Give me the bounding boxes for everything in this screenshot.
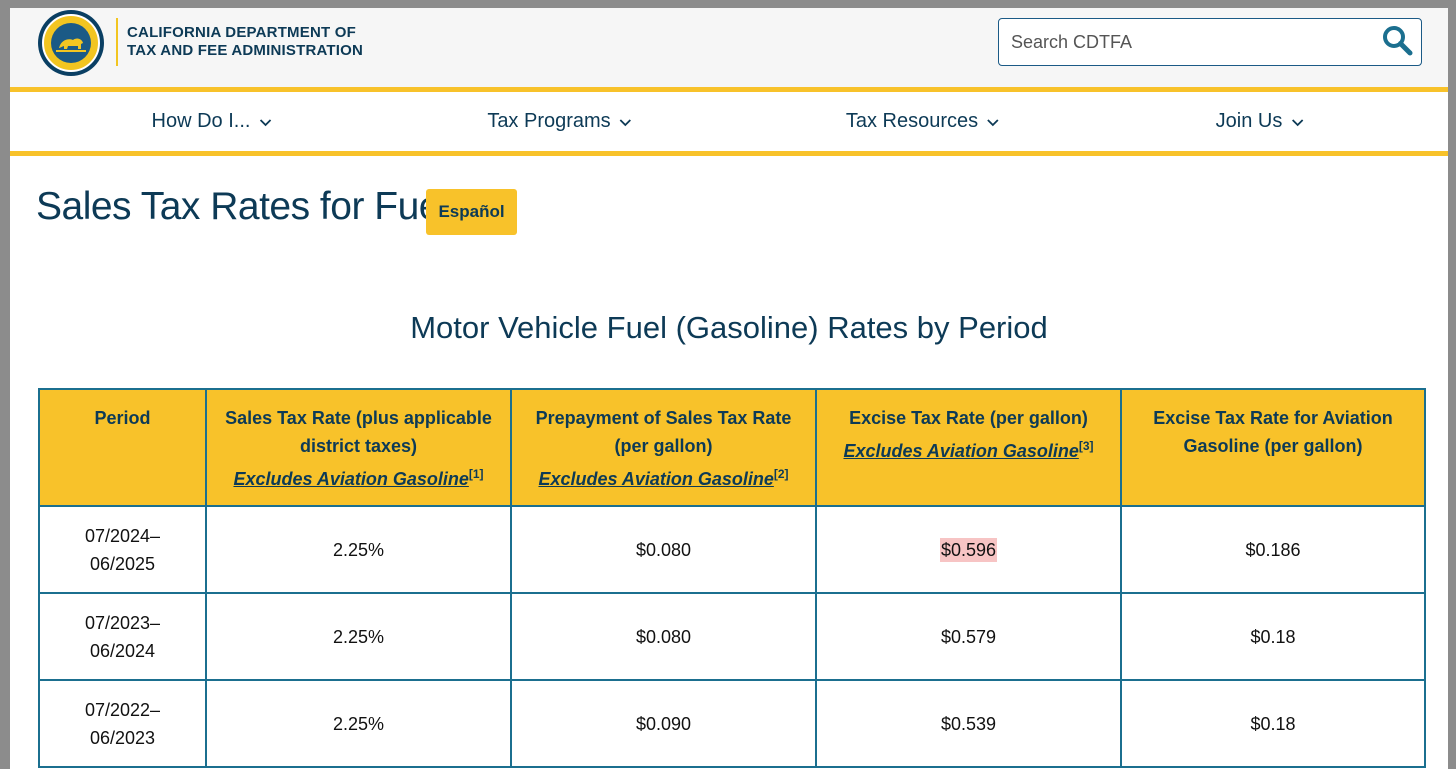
- nav-item-label: Join Us: [1215, 110, 1283, 132]
- main-nav: How Do I... Tax Programs Tax Resources J…: [10, 92, 1448, 151]
- cell-period: 07/2023–06/2024: [38, 592, 207, 681]
- header: CALIFORNIA DEPARTMENT OF TAX AND FEE ADM…: [10, 8, 1448, 87]
- cell-period: 07/2024–06/2025: [38, 505, 207, 594]
- cell-prepayment: $0.080: [510, 505, 817, 594]
- header-prepayment-rate: Prepayment of Sales Tax Rate (per gallon…: [510, 388, 817, 507]
- chevron-down-icon: [258, 117, 272, 127]
- cell-sales-tax: 2.25%: [205, 505, 512, 594]
- header-period: Period: [38, 388, 207, 507]
- header-excise-tax-rate: Excise Tax Rate (per gallon) Excludes Av…: [815, 388, 1122, 507]
- cell-excise: $0.579: [815, 592, 1122, 681]
- nav-item-label: How Do I...: [151, 110, 251, 132]
- nav-item-how-do-i[interactable]: How Do I...: [152, 92, 273, 151]
- search-box: [998, 18, 1422, 66]
- cell-sales-tax: 2.25%: [205, 679, 512, 768]
- nav-item-join-us[interactable]: Join Us: [1216, 92, 1305, 151]
- cell-aviation: $0.186: [1120, 505, 1426, 594]
- header-sales-tax-rate: Sales Tax Rate (plus applicable district…: [205, 388, 512, 507]
- search-icon: [1381, 24, 1413, 61]
- search-input[interactable]: [1009, 19, 1373, 66]
- cell-prepayment: $0.080: [510, 592, 817, 681]
- brand-divider: [116, 18, 118, 66]
- header-label: Excise Tax Rate for Aviation Gasoline (p…: [1153, 408, 1393, 456]
- cell-aviation: $0.18: [1120, 592, 1426, 681]
- org-name-line1: CALIFORNIA DEPARTMENT OF: [127, 24, 356, 41]
- excludes-aviation-link[interactable]: Excludes Aviation Gasoline: [843, 441, 1079, 461]
- nav-item-tax-resources[interactable]: Tax Resources: [846, 92, 1000, 151]
- cell-excise: $0.539: [815, 679, 1122, 768]
- nav-item-tax-programs[interactable]: Tax Programs: [487, 92, 632, 151]
- table-row: 07/2024–06/2025 2.25% $0.080 $0.596 $0.1…: [38, 505, 1426, 594]
- header-aviation-excise-rate: Excise Tax Rate for Aviation Gasoline (p…: [1120, 388, 1426, 507]
- highlighted-value: $0.596: [939, 537, 998, 562]
- header-label: Period: [94, 408, 151, 428]
- chevron-down-icon: [986, 117, 1000, 127]
- table-title: Motor Vehicle Fuel (Gasoline) Rates by P…: [410, 310, 1048, 345]
- page-title: Sales Tax Rates for Fuels: [36, 185, 468, 228]
- fuel-rates-table: Period Sales Tax Rate (plus applicable d…: [38, 388, 1426, 768]
- cell-period: 07/2022–06/2023: [38, 679, 207, 768]
- chevron-down-icon: [619, 117, 633, 127]
- search-button[interactable]: [1379, 25, 1415, 59]
- table-row: 07/2022–06/2023 2.25% $0.090 $0.539 $0.1…: [38, 679, 1426, 768]
- excludes-aviation-link[interactable]: Excludes Aviation Gasoline: [538, 469, 774, 489]
- chevron-down-icon: [1290, 117, 1304, 127]
- page-frame: CALIFORNIA DEPARTMENT OF TAX AND FEE ADM…: [10, 8, 1448, 769]
- excludes-aviation-link[interactable]: Excludes Aviation Gasoline: [233, 469, 469, 489]
- cell-aviation: $0.18: [1120, 679, 1426, 768]
- table-row: 07/2023–06/2024 2.25% $0.080 $0.579 $0.1…: [38, 592, 1426, 681]
- nav-item-label: Tax Programs: [487, 110, 611, 132]
- org-name-line2: TAX AND FEE ADMINISTRATION: [127, 42, 364, 59]
- table-header-row: Period Sales Tax Rate (plus applicable d…: [38, 388, 1426, 507]
- cell-excise: $0.596: [815, 505, 1122, 594]
- cell-sales-tax: 2.25%: [205, 592, 512, 681]
- nav-item-label: Tax Resources: [845, 110, 979, 132]
- org-name[interactable]: CALIFORNIA DEPARTMENT OF TAX AND FEE ADM…: [127, 24, 363, 60]
- footnote-link[interactable]: [3]: [1078, 439, 1094, 453]
- footnote-link[interactable]: [2]: [773, 467, 789, 481]
- header-label: Prepayment of Sales Tax Rate (per gallon…: [535, 408, 792, 456]
- espanol-button[interactable]: Español: [426, 189, 517, 235]
- header-label: Sales Tax Rate (plus applicable district…: [225, 408, 492, 456]
- footnote-link[interactable]: [1]: [468, 467, 484, 481]
- header-accent-bar: [10, 87, 1448, 92]
- cell-prepayment: $0.090: [510, 679, 817, 768]
- header-label: Excise Tax Rate (per gallon): [849, 408, 1088, 428]
- nav-accent-bar: [10, 151, 1448, 156]
- cdtfa-seal-icon[interactable]: [38, 10, 104, 76]
